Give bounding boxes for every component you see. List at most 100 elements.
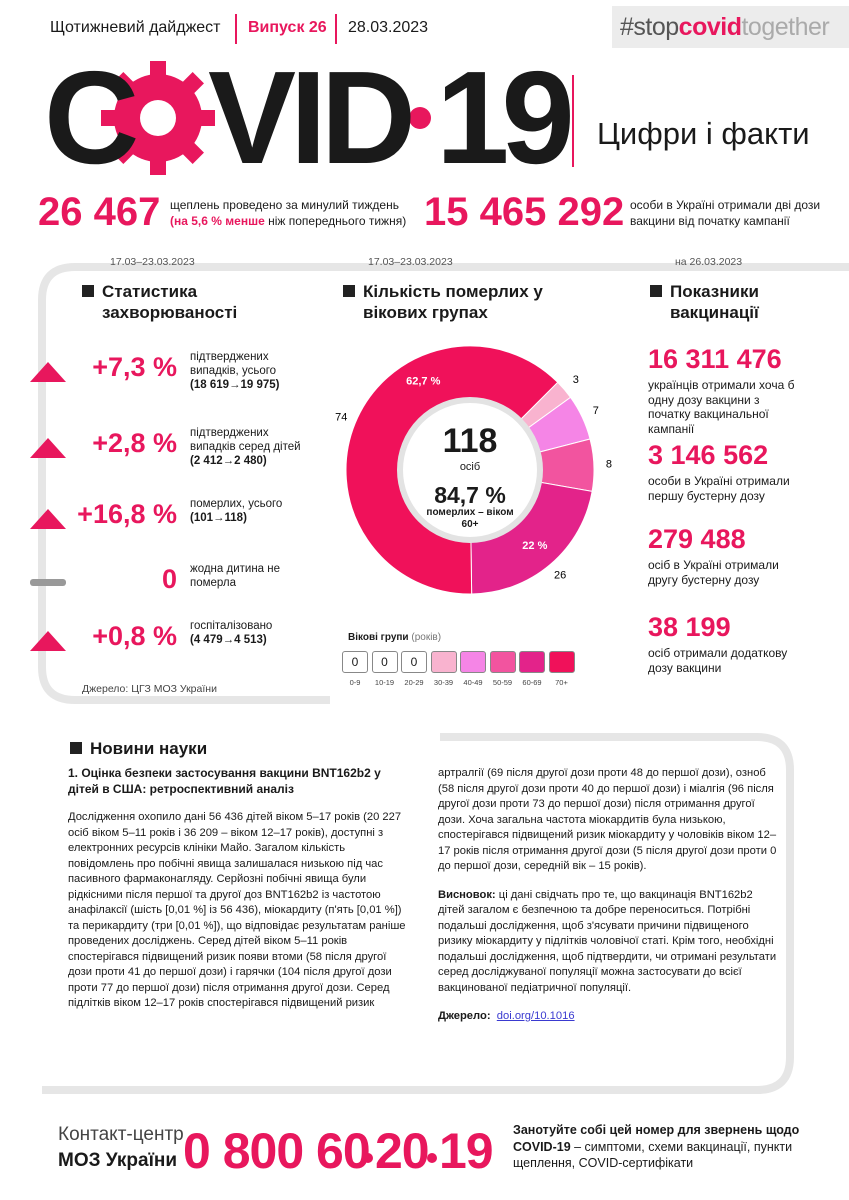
contact-org: МОЗ України	[58, 1150, 178, 1171]
legend-label: 40-49	[463, 678, 483, 687]
news-conclusion: Висновок: ці дані свідчать про те, що ва…	[438, 888, 780, 997]
hashtag-part: covid	[678, 13, 742, 41]
legend-title: Вікові групи (років)	[348, 632, 441, 643]
up-triangle	[30, 509, 66, 529]
news-source: Джерело: doi.org/10.1016	[438, 1009, 780, 1025]
legend-swatch	[548, 651, 575, 673]
up-triangle	[30, 362, 66, 382]
logo-dot	[409, 107, 431, 129]
segment-value: 7	[593, 405, 599, 417]
stat-text: госпіталізовано (4 479→4 513)	[190, 619, 310, 647]
stat-detail: (2 412→2 480)	[190, 455, 267, 467]
legend-swatch: 0	[401, 651, 427, 673]
legend-title: Вікові групи	[348, 632, 409, 643]
legend-swatch	[489, 651, 516, 673]
source: Джерело: ЦГЗ МОЗ України	[82, 683, 217, 695]
phone-part: 19	[439, 1123, 494, 1179]
summary-value: 15 465 292	[424, 190, 625, 234]
logo-vid: VID	[208, 44, 416, 191]
phone-part: 0 800 60	[183, 1123, 371, 1179]
summary-value: 26 467	[38, 190, 161, 234]
summary-text: щеплень проведено за минулий тиждень	[170, 198, 399, 212]
stat-value: +2,8 %	[92, 428, 177, 458]
legend-label: 0-9	[349, 678, 361, 687]
donut-hole	[397, 397, 543, 543]
stat-detail: (18 619→19 975)	[190, 379, 280, 391]
stat-label: померлих, усього	[190, 498, 283, 510]
summary-note: ніж попереднього тижня)	[264, 214, 407, 228]
conclusion-label: Висновок:	[438, 888, 496, 901]
stat-value: +16,8 %	[77, 499, 177, 529]
summary-text: особи в Україні отримали дві дози вакцин…	[630, 198, 821, 228]
vaccination-value: 279 488	[648, 524, 746, 554]
stat-text: підтверджених випадків, усього (18 619→19…	[190, 350, 310, 392]
subtitle: Щотижневий дайджест	[50, 19, 221, 36]
total: 118	[442, 422, 498, 460]
stat-value: +7,3 %	[92, 352, 177, 382]
segment-percent: 62,7 %	[406, 376, 440, 388]
section-title: Кількість померлих у вікових групах	[343, 281, 563, 323]
hashtag-part: #stop	[620, 13, 679, 41]
footer-note: – симптоми, схеми вакцинації, пункти щеп…	[513, 1139, 793, 1171]
phone-part: 20	[375, 1123, 430, 1179]
segment-value: 8	[606, 458, 612, 470]
stat-value: 0	[161, 564, 177, 594]
share-label: померлих – віком 60+	[426, 507, 514, 530]
legend-label: 30-39	[433, 678, 454, 687]
issue: Випуск 26	[248, 19, 327, 36]
segment-value: 26	[554, 570, 566, 582]
footer-note: Занотуйте собі цей номер для звернень що…	[513, 1123, 800, 1154]
vaccination-value: 3 146 562	[648, 440, 769, 470]
trend-icon	[30, 362, 66, 382]
news-body: Дослідження охопило дані 56 436 дітей ві…	[68, 767, 777, 1009]
frame	[42, 733, 794, 1094]
stat-detail: (101→118)	[190, 512, 247, 524]
vaccination-value: 16 311 476	[648, 344, 782, 374]
news-heading: 1. Оцінка безпеки застосування вакцини B…	[68, 766, 381, 796]
segment-value: 3	[573, 374, 579, 386]
summary-text: щеплень проведено за минулий тиждень (на …	[170, 197, 425, 229]
frame	[38, 263, 849, 704]
vaccination-text: українців отримали хоча б одну дозу вакц…	[648, 378, 795, 436]
stat-detail: (4 479→4 513)	[190, 634, 267, 646]
section-title: Показники вакцинації	[650, 281, 800, 323]
legend-label: 60-69	[522, 678, 542, 687]
stat-text: померлих, усього (101→118)	[190, 497, 310, 525]
source-link[interactable]: doi.org/10.1016	[496, 1010, 575, 1022]
contact-label: Контакт-центр	[58, 1124, 184, 1145]
vaccination-value: 38 199	[648, 612, 731, 642]
legend-swatch: 0	[371, 651, 398, 673]
trend-icon	[30, 631, 66, 651]
logo-19: 19	[436, 44, 575, 191]
legend-label: 70+	[555, 678, 568, 687]
legend-swatch	[460, 651, 486, 673]
stat-label: госпіталізовано	[190, 620, 273, 632]
legend-label: 20-29	[404, 678, 424, 687]
stat-label: підтверджених випадків, усього	[190, 351, 277, 377]
segment-value: 74	[335, 412, 347, 424]
trend-icon	[30, 509, 66, 529]
section-title: Статистика захворюваності	[82, 281, 282, 323]
section-title: Показники вакцинації	[670, 282, 759, 322]
legend-swatch: 0	[342, 651, 368, 673]
legend-swatch	[519, 651, 545, 673]
section-date: на 26.03.2023	[675, 256, 743, 268]
source-label: Джерело:	[438, 1010, 491, 1022]
trend-icon	[30, 438, 66, 458]
footer-note: Занотуйте собі цей номер для звернень що…	[513, 1122, 818, 1172]
up-triangle	[30, 631, 66, 651]
stat-label: жодна дитина не померла	[190, 563, 281, 589]
trend-icon	[30, 579, 66, 586]
hashtag: #stopcovidtogether	[620, 13, 830, 42]
hashtag-part: together	[741, 13, 830, 41]
section-title: Статистика захворюваності	[102, 282, 238, 322]
logo-c: C	[44, 44, 139, 191]
stat-text: підтверджених випадків серед дітей (2 412…	[190, 426, 310, 468]
section-date: 17.03–23.03.2023	[110, 256, 195, 268]
flat-dash	[30, 579, 66, 586]
section-title: Кількість померлих у вікових групах	[363, 282, 543, 322]
segment-percent: 22 %	[522, 540, 547, 552]
phone-dot	[427, 1153, 437, 1163]
